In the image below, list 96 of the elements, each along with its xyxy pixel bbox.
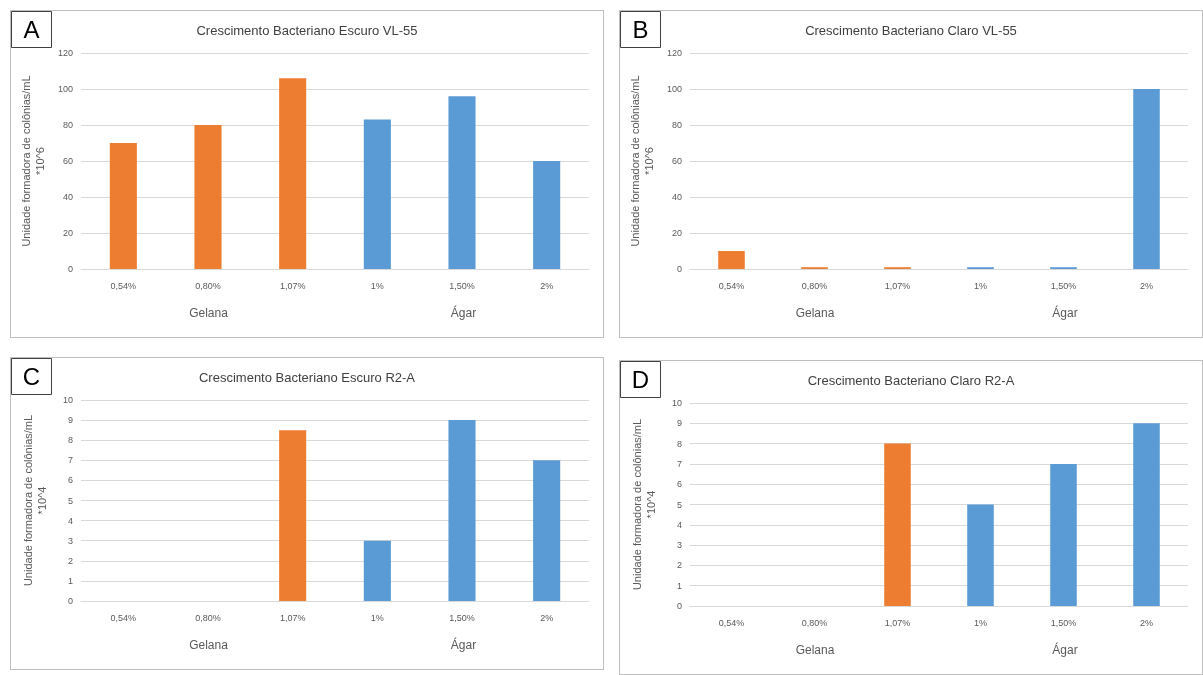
y-tick-label: 100 <box>57 84 73 94</box>
x-tick-label: 1,07% <box>884 617 911 628</box>
text: D <box>631 366 650 393</box>
y-tick-label: 10 <box>62 395 73 405</box>
text: Ágar <box>1052 642 1078 657</box>
y-axis-title: Unidade formadora de colônias/mL *10^4 <box>631 418 657 591</box>
x-tick-label: 0,80% <box>195 612 221 623</box>
y-tick-label: 120 <box>666 48 682 58</box>
y-tick-label: 0 <box>676 264 682 274</box>
x-tick-label: 1,07% <box>884 280 911 291</box>
bar <box>448 420 476 601</box>
y-tick-label: 60 <box>62 156 73 166</box>
x-tick-label: 0,54% <box>718 280 745 291</box>
y-tick-label: 10 <box>671 398 682 408</box>
y-axis-title: Unidade formadora de colônias/mL *10^4 <box>22 414 48 587</box>
bar <box>533 161 561 269</box>
x-tick-label: 1% <box>370 280 384 291</box>
bar <box>279 430 307 601</box>
x-tick-label: 0,54% <box>110 612 137 623</box>
bar <box>363 540 391 601</box>
y-tick-label: 20 <box>671 228 682 238</box>
y-tick-label: 3 <box>676 540 682 551</box>
bar <box>884 443 911 606</box>
x-tick-label: 2% <box>1139 280 1154 291</box>
text: A <box>23 16 40 43</box>
bar <box>1050 463 1077 606</box>
text: Ágar <box>450 637 477 652</box>
x-tick-label: 1,50% <box>449 612 475 623</box>
y-tick-label: 8 <box>67 435 73 446</box>
text: Gelana <box>795 306 835 320</box>
x-tick-label: 1% <box>973 280 988 291</box>
bar <box>279 78 307 269</box>
x-tick-label: 1,50% <box>449 280 475 291</box>
y-tick-label: 40 <box>671 192 682 202</box>
x-tick-label: 2% <box>540 612 554 623</box>
text: Ágar <box>1052 305 1078 320</box>
bar <box>1133 423 1160 606</box>
y-tick-label: 1 <box>676 580 682 591</box>
y-tick-label: 7 <box>67 455 73 466</box>
text: Gelana <box>189 638 229 652</box>
text: Gelana <box>795 643 835 657</box>
y-tick-label: 1 <box>67 575 73 586</box>
x-tick-label: 1,50% <box>1050 280 1077 291</box>
text: B <box>632 16 649 43</box>
y-tick-label: 0 <box>676 601 682 611</box>
y-tick-label: 7 <box>676 458 682 469</box>
y-tick-label: 2 <box>67 555 73 566</box>
y-tick-label: 6 <box>676 479 682 490</box>
y-axis-title: Unidade formadora de colônias/mL *10^6 <box>20 75 47 247</box>
bar <box>109 143 137 269</box>
bar <box>448 96 476 269</box>
x-tick-label: 2% <box>540 280 554 291</box>
y-tick-label: 0 <box>67 596 73 606</box>
y-tick-label: 100 <box>666 84 682 94</box>
text: Ágar <box>450 305 477 320</box>
y-tick-label: 6 <box>67 475 73 486</box>
y-tick-label: 0 <box>67 264 73 274</box>
chart-title: Crescimento Bacteriano Escuro VL-55 <box>196 23 418 38</box>
bar <box>363 119 391 269</box>
y-tick-label: 60 <box>671 156 682 166</box>
bar <box>718 251 745 269</box>
y-tick-label: 80 <box>671 120 682 130</box>
x-tick-label: 1,07% <box>279 280 306 291</box>
y-tick-label: 4 <box>67 515 73 526</box>
y-tick-label: 4 <box>676 519 682 530</box>
x-tick-label: 1% <box>370 612 384 623</box>
bar <box>533 460 561 601</box>
chart-title: Crescimento Bacteriano Escuro R2-A <box>198 370 416 385</box>
y-tick-label: 3 <box>67 535 73 546</box>
x-tick-label: 1% <box>973 617 988 628</box>
y-tick-label: 9 <box>676 418 682 429</box>
bar <box>967 504 994 606</box>
x-tick-label: 0,80% <box>801 280 828 291</box>
y-tick-label: 9 <box>67 415 73 426</box>
y-tick-label: 120 <box>57 48 73 58</box>
y-tick-label: 40 <box>62 192 73 202</box>
x-tick-label: 0,80% <box>195 280 221 291</box>
y-tick-label: 80 <box>62 120 73 130</box>
text: C <box>22 363 41 390</box>
bar <box>1133 89 1160 269</box>
y-tick-label: 5 <box>676 499 682 510</box>
x-tick-label: 0,80% <box>801 617 828 628</box>
x-tick-label: 2% <box>1139 617 1154 628</box>
bar <box>194 125 222 269</box>
y-axis-title: Unidade formadora de colônias/mL *10^6 <box>629 75 656 247</box>
y-tick-label: 5 <box>67 495 73 506</box>
y-tick-label: 8 <box>676 438 682 449</box>
chart-title: Crescimento Bacteriano Claro R2-A <box>807 373 1015 388</box>
y-tick-label: 20 <box>62 228 73 238</box>
chart-title: Crescimento Bacteriano Claro VL-55 <box>805 23 1017 38</box>
x-tick-label: 1,50% <box>1050 617 1077 628</box>
text: Gelana <box>189 306 229 320</box>
y-tick-label: 2 <box>676 560 682 571</box>
x-tick-label: 0,54% <box>718 617 745 628</box>
x-tick-label: 0,54% <box>110 280 137 291</box>
x-tick-label: 1,07% <box>279 612 306 623</box>
